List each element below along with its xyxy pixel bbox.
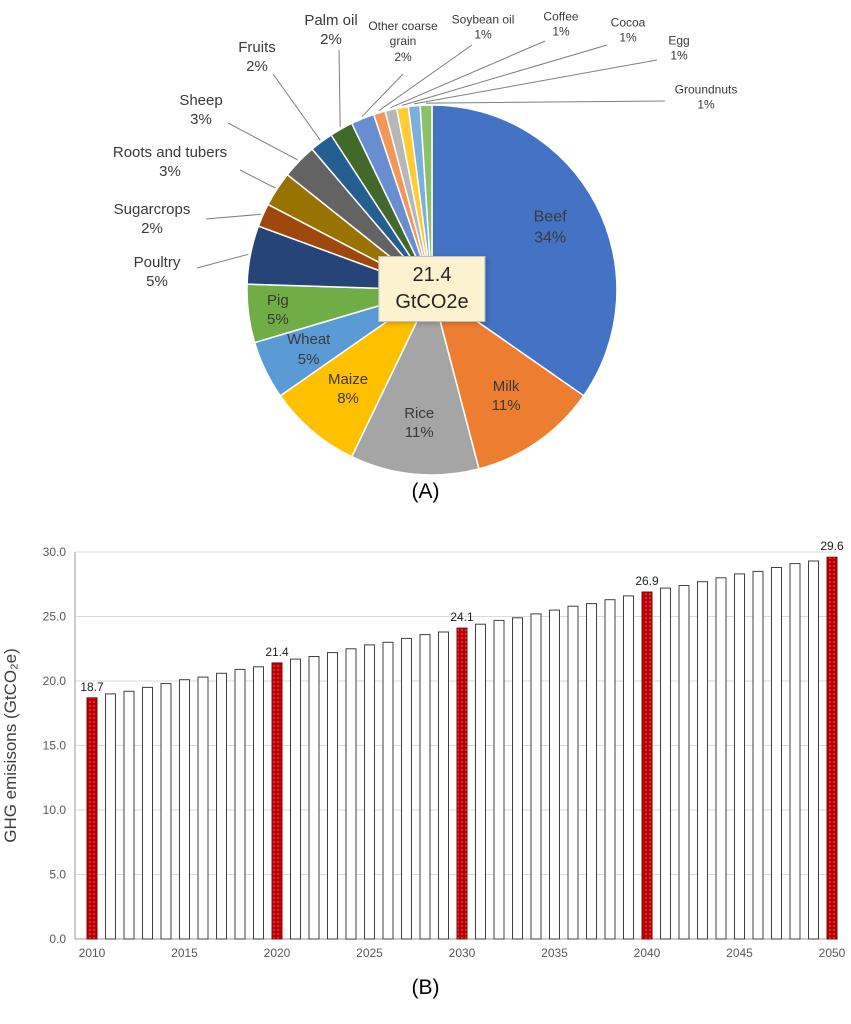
bar-2039 <box>623 595 634 940</box>
bar-2036 <box>567 605 579 940</box>
leader-line-sheep <box>227 122 298 161</box>
bar-2032 <box>493 619 505 940</box>
bar-2012 <box>123 690 135 940</box>
pie-slice-groundnuts <box>419 104 433 291</box>
bar-2045 <box>734 573 745 940</box>
leader-line-fruits <box>272 73 321 141</box>
pie-slice-maize <box>279 287 434 458</box>
x-tick-label: 2010 <box>79 946 106 960</box>
bar-2027 <box>401 637 412 940</box>
x-tick-label: 2035 <box>541 946 568 960</box>
bar-2034 <box>530 613 542 940</box>
leader-line-cocoa <box>402 44 608 106</box>
bar-2029 <box>438 631 449 940</box>
bar-2011 <box>105 693 116 940</box>
x-tick-label: 2040 <box>634 946 661 960</box>
leader-line-sugarcrops <box>205 213 262 220</box>
caption-b: (B) <box>411 976 440 999</box>
bar-2026 <box>382 641 394 940</box>
bar-chart-svg: 0.0 5.0 10.0 15.0 20.0 25.0 30.0 18.7 21.4 24.1 26… <box>1 539 846 960</box>
figure-page: Beef 34% Milk 11% Rice 11% Maize 8% Wheat 5% Pig 5%… <box>0 10 851 1000</box>
bar-2018 <box>234 668 246 940</box>
bar-2048 <box>789 563 801 940</box>
pie-chart-svg <box>196 40 666 476</box>
leader-line-coffee <box>390 40 546 109</box>
x-tick-label: 2030 <box>449 946 476 960</box>
bar-2016 <box>197 676 209 940</box>
bar-2040 <box>641 591 653 940</box>
leader-line-poultry <box>196 253 249 269</box>
pie-slice-rice <box>350 287 480 476</box>
bar-2042 <box>678 585 690 940</box>
y-axis-title: GHG emisisons (GtCO₂e) <box>1 648 20 843</box>
bar-2049 <box>808 560 819 940</box>
leader-line-soybean-oil <box>378 44 473 112</box>
bar-2044 <box>715 577 727 940</box>
leader-line-palm-oil <box>338 49 341 128</box>
bar-value-2050: 29.6 <box>820 539 844 553</box>
bar-2015 <box>179 679 190 940</box>
bar-chart-figure: 0.0 5.0 10.0 15.0 20.0 25.0 30.0 18.7 21.4 24.1 26… <box>0 532 851 1000</box>
bar-2022 <box>308 656 320 940</box>
y-tick-label: 5.0 <box>49 868 66 882</box>
x-tick-label: 2015 <box>171 946 198 960</box>
pie-chart-figure: Beef 34% Milk 11% Rice 11% Maize 8% Wheat 5% Pig 5%… <box>113 10 737 503</box>
bar-2050 <box>826 556 838 940</box>
bar-2033 <box>512 617 523 940</box>
bar-2043 <box>697 581 708 940</box>
x-tick-label: 2050 <box>819 946 846 960</box>
bar-2047 <box>771 567 782 940</box>
y-tick-label: 15.0 <box>43 739 67 753</box>
bar-2028 <box>419 634 431 940</box>
bar-2030 <box>456 627 468 940</box>
total-emissions-value: 21.4 <box>412 264 452 286</box>
bar-2031 <box>475 623 486 940</box>
leader-line-groundnuts <box>425 100 666 104</box>
pie-slice-milk <box>430 288 585 470</box>
bar-2035 <box>549 609 560 940</box>
bar-value-2020: 21.4 <box>265 645 289 659</box>
bar-2024 <box>345 648 357 940</box>
bar-2017 <box>216 672 227 940</box>
caption-a: (A) <box>411 480 440 503</box>
bar-value-2010: 18.7 <box>80 680 104 694</box>
leader-line-roots-and-tubers <box>239 169 276 189</box>
leader-line-other-coarse-grain <box>361 73 404 118</box>
y-tick-label: 25.0 <box>43 610 67 624</box>
bar-2013 <box>142 686 153 940</box>
bar-2014 <box>160 683 172 940</box>
leader-line-egg <box>413 59 658 105</box>
y-tick-label: 20.0 <box>43 674 67 688</box>
bar-value-2030: 24.1 <box>450 610 474 624</box>
y-tick-label: 10.0 <box>43 803 67 817</box>
bar-value-2040: 26.9 <box>635 574 659 588</box>
bar-2023 <box>327 652 338 940</box>
x-tick-label: 2045 <box>726 946 753 960</box>
bar-2038 <box>604 599 616 940</box>
pie-center-total-box: 21.4 GtCO2e <box>378 256 486 322</box>
pie-slice-beef <box>431 104 618 397</box>
bar-2041 <box>660 587 671 940</box>
bar-2046 <box>752 570 764 940</box>
bar-2025 <box>364 644 375 940</box>
y-tick-label: 30.0 <box>43 545 67 559</box>
bar-2020 <box>271 662 283 940</box>
y-tick-label: 0.0 <box>49 932 66 946</box>
bar-2037 <box>586 603 597 940</box>
bar-2021 <box>290 658 301 940</box>
x-tick-label: 2020 <box>264 946 291 960</box>
x-tick-label: 2025 <box>356 946 383 960</box>
bar-2019 <box>253 666 264 940</box>
bar-2010 <box>86 697 98 940</box>
total-emissions-unit: GtCO2e <box>395 291 469 313</box>
